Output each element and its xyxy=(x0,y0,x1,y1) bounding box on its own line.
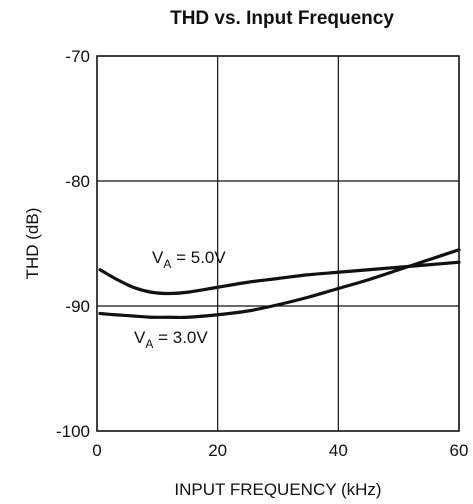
series-line-5v xyxy=(98,260,461,296)
y-tick-label: -100 xyxy=(56,422,90,441)
series-label-3v: VA = 3.0V xyxy=(134,328,208,351)
series-line-3v xyxy=(98,248,461,320)
y-tick-labels: -70 -80 -90 -100 xyxy=(56,47,90,441)
y-axis-label: THD (dB) xyxy=(23,208,42,280)
chart-title: THD vs. Input Frequency xyxy=(170,8,394,29)
y-tick-label: -90 xyxy=(65,297,90,316)
x-tick-labels: 0 20 40 60 xyxy=(92,441,468,460)
y-tick-label: -70 xyxy=(65,47,90,66)
series-group xyxy=(98,248,461,320)
y-tick-label: -80 xyxy=(65,172,90,191)
plot-frame xyxy=(96,55,460,432)
x-tick-label: 20 xyxy=(208,441,227,460)
x-axis-label: INPUT FREQUENCY (kHz) xyxy=(174,480,381,499)
series-label-5v: VA = 5.0V xyxy=(152,248,226,271)
grid xyxy=(97,56,459,431)
x-tick-label: 0 xyxy=(92,441,101,460)
x-tick-label: 60 xyxy=(450,441,469,460)
x-tick-label: 40 xyxy=(329,441,348,460)
